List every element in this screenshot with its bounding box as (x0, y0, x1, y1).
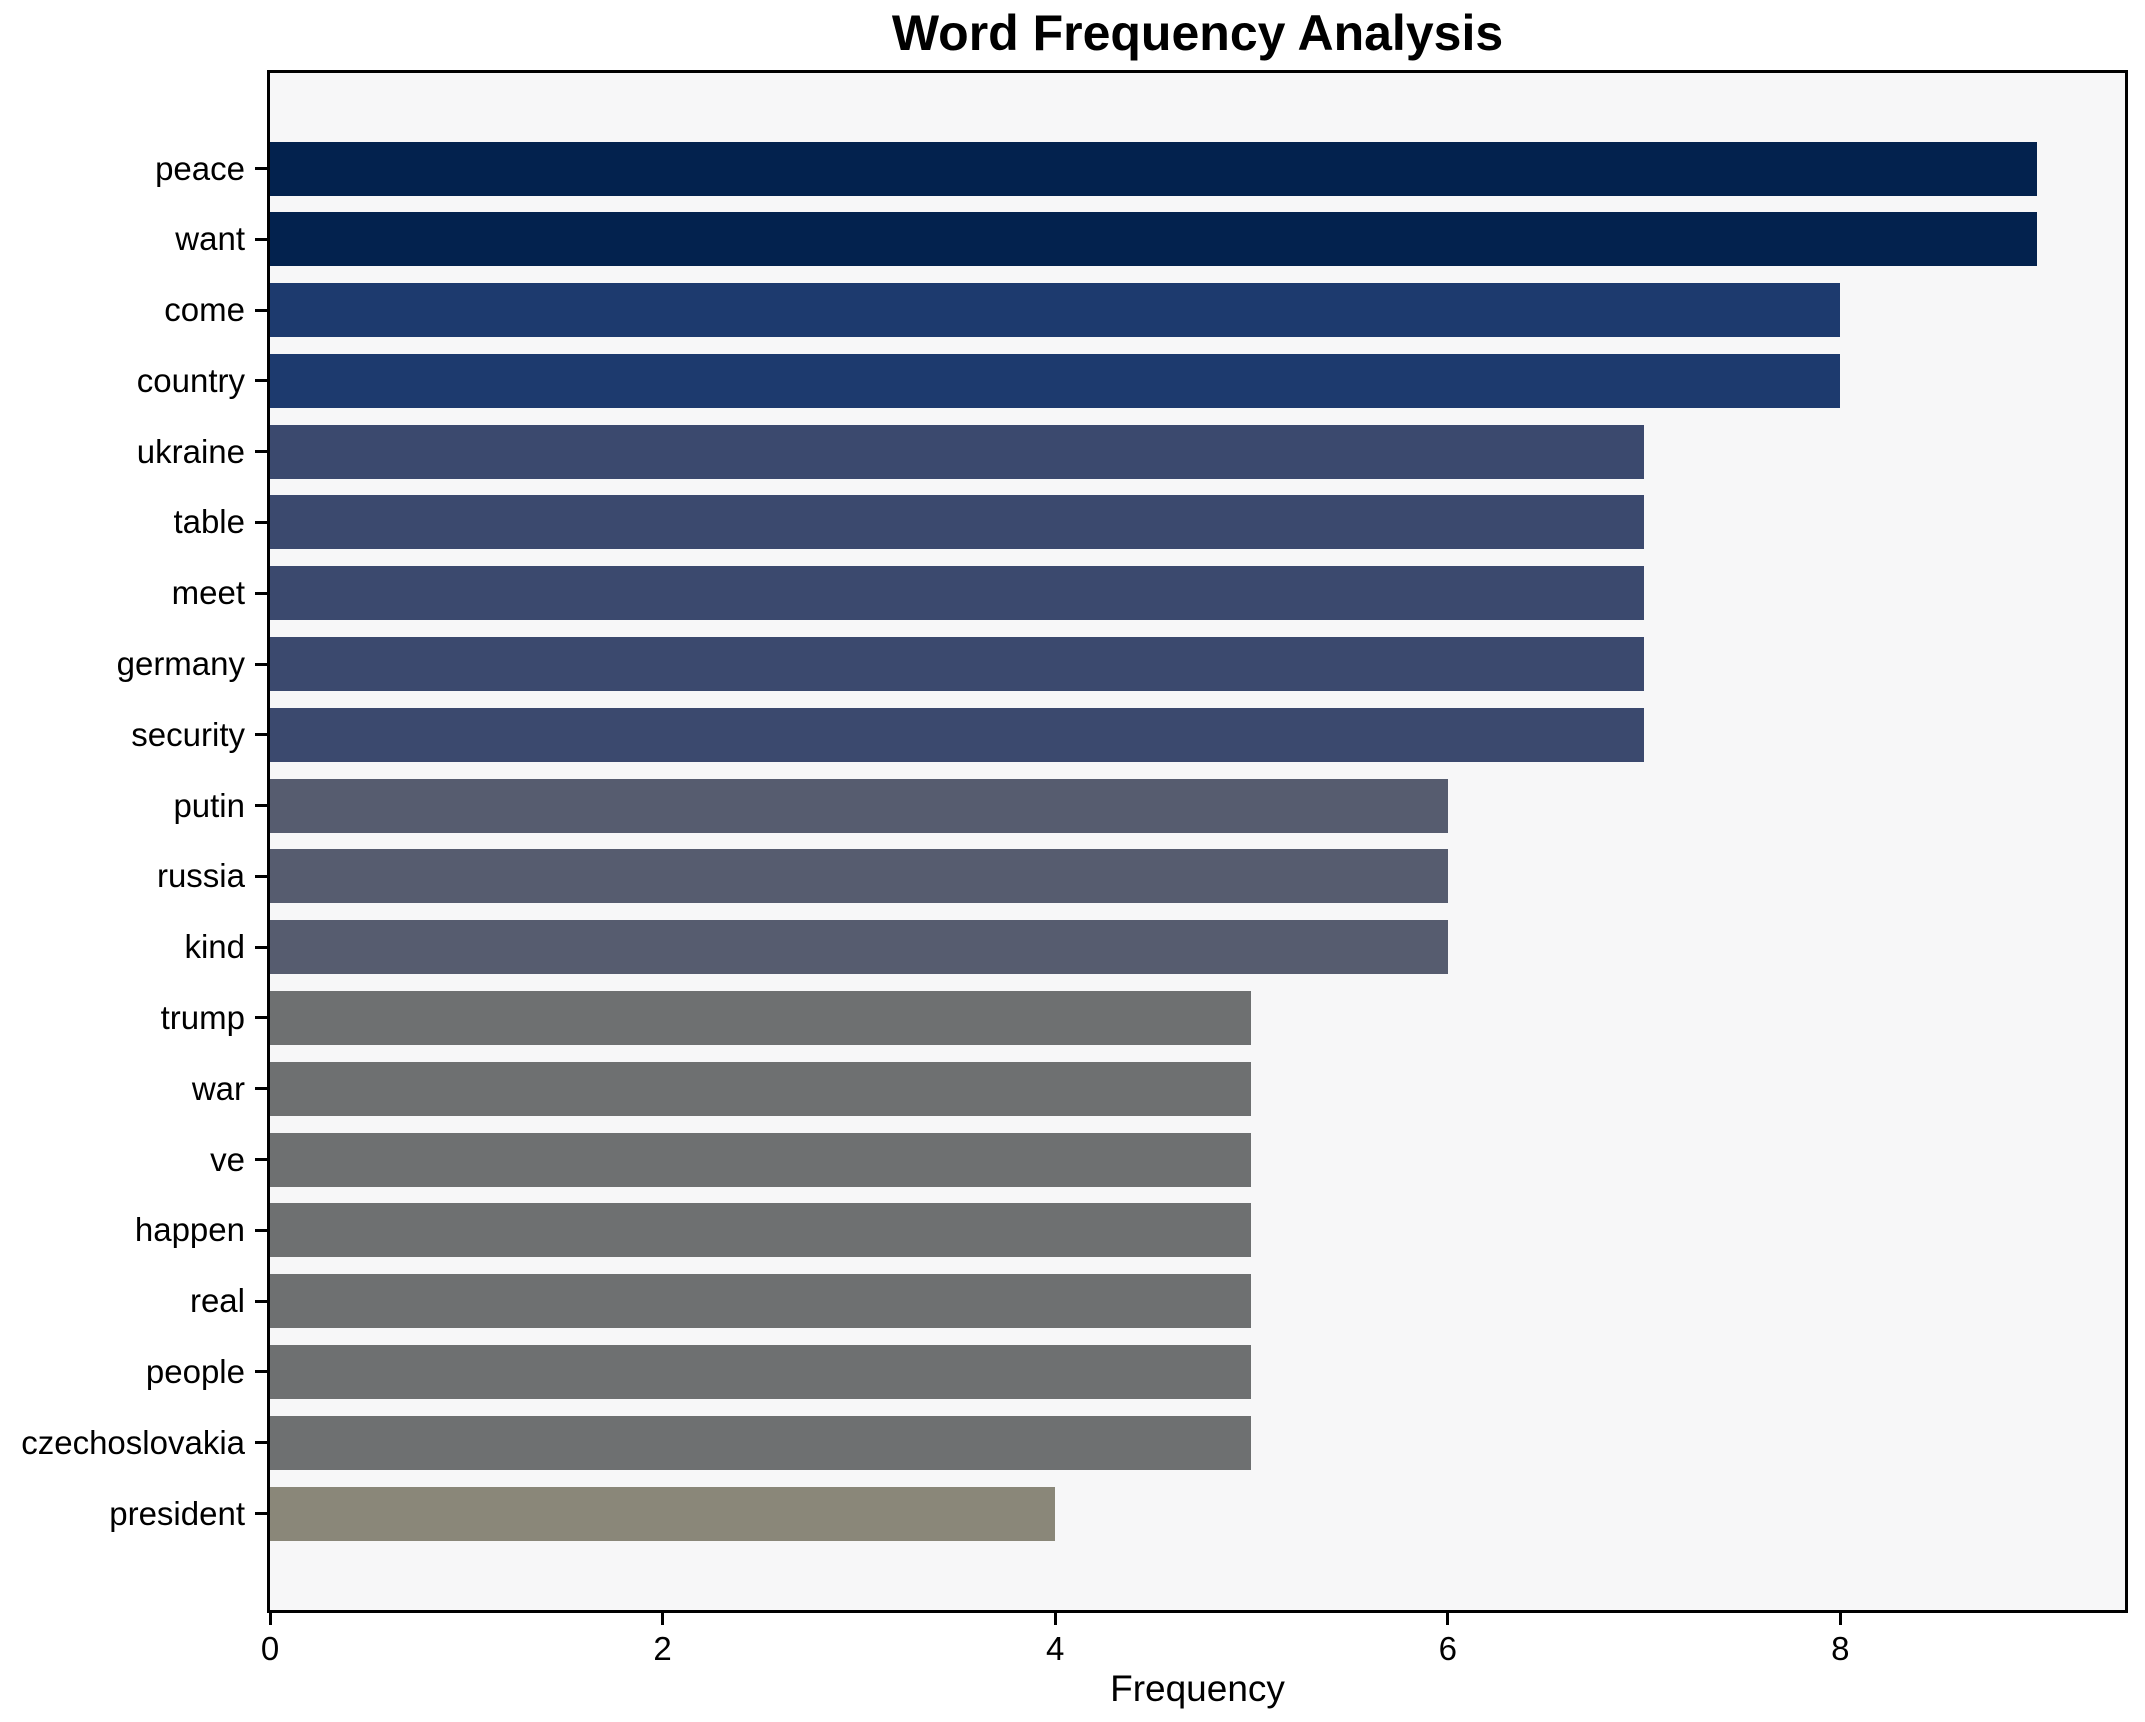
y-tick (255, 1016, 267, 1020)
x-tick-label-4: 4 (1045, 1630, 1065, 1667)
x-tick-label-0: 0 (260, 1630, 280, 1667)
bar-russia (270, 849, 1448, 904)
y-tick (255, 733, 267, 737)
y-tick-label-meet: meet (171, 574, 245, 612)
y-tick-label-germany: germany (116, 645, 245, 683)
bar-president (270, 1486, 1055, 1541)
y-tick-label-want: want (175, 220, 245, 258)
y-tick-label-country: country (136, 361, 245, 399)
y-tick-label-peace: peace (155, 149, 245, 187)
chart-title: Word Frequency Analysis (891, 5, 1504, 61)
y-tick-label-war: war (191, 1069, 245, 1107)
y-tick-label-russia: russia (156, 857, 245, 895)
y-tick (255, 1512, 267, 1515)
bar-war (270, 1061, 1251, 1116)
y-tick (255, 874, 267, 878)
y-tick-label-security: security (131, 715, 245, 753)
bar-table (270, 495, 1644, 550)
y-tick-label-table: table (173, 503, 245, 541)
y-tick-label-czechoslovakia: czechoslovakia (21, 1423, 245, 1461)
x-tick-label-8: 8 (1831, 1630, 1850, 1667)
y-tick (255, 1370, 267, 1374)
bar-happen (270, 1203, 1251, 1258)
y-tick-label-real: real (189, 1282, 245, 1320)
bar-people (270, 1344, 1251, 1399)
y-tick (255, 1441, 267, 1445)
bar-ve (270, 1132, 1251, 1187)
plot-area (267, 70, 2128, 1613)
bar-country (270, 353, 1840, 408)
x-axis-label: Frequency (1110, 1668, 1285, 1709)
x-tick (1838, 1613, 1842, 1625)
x-tick (661, 1613, 665, 1625)
y-tick (255, 450, 267, 454)
bar-kind (270, 920, 1448, 975)
y-tick (255, 1087, 267, 1091)
y-tick (255, 662, 267, 666)
y-tick (255, 379, 267, 383)
y-tick-label-putin: putin (173, 786, 245, 824)
y-tick (255, 1299, 267, 1303)
y-tick (255, 945, 267, 949)
y-tick-label-happen: happen (134, 1211, 245, 1249)
y-tick (255, 804, 267, 808)
y-tick (255, 167, 267, 170)
bar-germany (270, 637, 1644, 692)
y-tick (255, 308, 267, 312)
y-tick-label-president: president (109, 1494, 245, 1532)
bar-meet (270, 566, 1644, 621)
bar-peace (270, 141, 2037, 196)
bar-czechoslovakia (270, 1415, 1251, 1470)
x-tick-label-6: 6 (1438, 1630, 1457, 1667)
bar-ukraine (270, 424, 1644, 479)
y-tick-label-kind: kind (184, 928, 245, 966)
y-tick (255, 1158, 267, 1162)
x-tick-label-2: 2 (653, 1630, 672, 1667)
bar-putin (270, 778, 1448, 833)
x-tick (1053, 1613, 1057, 1625)
y-tick (255, 520, 267, 524)
y-tick-label-come: come (164, 291, 245, 329)
bar-security (270, 707, 1644, 762)
x-tick (268, 1613, 272, 1625)
bar-trump (270, 990, 1251, 1045)
y-tick-label-ve: ve (210, 1140, 245, 1178)
bar-come (270, 283, 1840, 338)
y-tick (255, 1228, 267, 1232)
y-tick-label-ukraine: ukraine (136, 432, 245, 470)
y-tick-label-people: people (145, 1352, 245, 1390)
y-tick-label-trump: trump (160, 998, 245, 1036)
bar-want (270, 212, 2037, 267)
x-tick (1446, 1613, 1450, 1625)
y-tick (255, 237, 267, 241)
bar-real (270, 1274, 1251, 1329)
y-tick (255, 591, 267, 595)
